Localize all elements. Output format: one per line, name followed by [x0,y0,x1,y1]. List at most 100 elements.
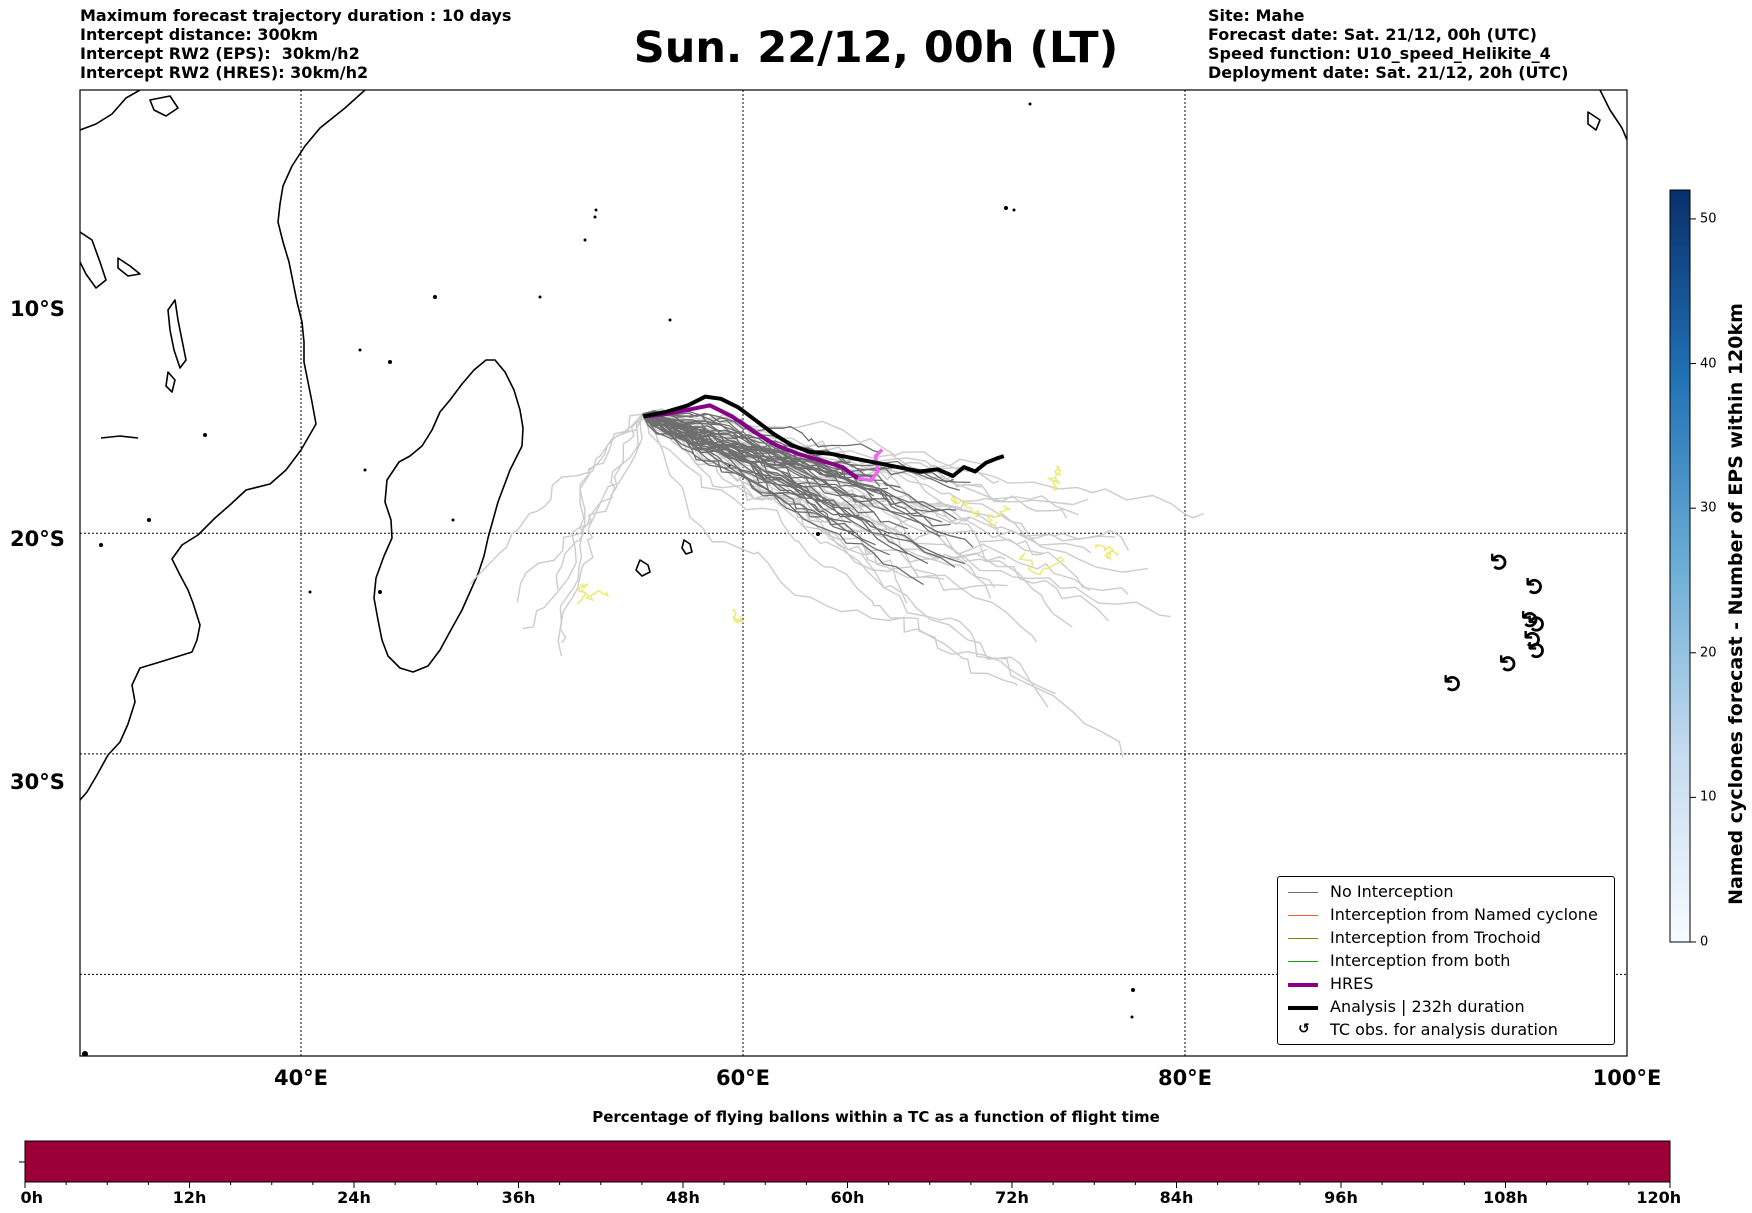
lat-label-20s: 20°S [10,527,65,551]
small-islands [82,102,1135,1056]
gridlines [80,90,1627,1056]
header-line: Intercept RW2 (HRES): 30km/h2 [80,63,369,82]
legend-item-both: Interception from both [1278,950,1614,973]
africa-coast [80,90,366,801]
legend-label: No Interception [1330,882,1454,901]
header-line: Forecast date: Sat. 21/12, 00h (UTC) [1208,25,1537,44]
lon-label-80e: 80°E [1157,1066,1213,1090]
coastline [80,90,1627,801]
cyclone-icon: ↺ [1517,609,1545,629]
cyclone-icon: ↺ [1519,629,1547,649]
legend-swatch [1288,915,1318,916]
pct-tick-label: 108h [1483,1188,1528,1207]
ensemble-track-light [641,413,996,589]
ensemble-track-yellow [1046,465,1062,491]
pct-tick-label: 60h [830,1188,865,1207]
ensemble-track-dark [641,413,856,534]
cyclone-icon: ↺ [1523,640,1551,660]
legend-item-analysis: Analysis | 232h duration [1278,996,1614,1019]
header-line: Intercept RW2 (EPS): 30km/h2 [80,44,360,63]
madagascar-coast [373,359,524,673]
lat-label-30s: 30°S [10,770,65,794]
pct-bar [24,1140,1671,1183]
lon-label-100e: 100°E [1592,1066,1662,1090]
ensemble-track-dark [642,413,957,513]
cyclone-icon: ↺ [1486,552,1514,572]
ensemble-track-yellow [950,495,980,518]
colorbar-tick-label: 50 [1700,211,1717,227]
ensemble-track-light [559,414,644,644]
ensemble-track-light [642,413,1130,551]
lon-label-60e: 60°E [715,1066,771,1090]
ensemble-track-light [642,411,1205,519]
ensemble-track-dark [642,410,929,565]
ensemble-track-dark [642,413,836,491]
header-left: Maximum forecast trajectory duration : 1… [80,6,511,82]
legend-swatch [1288,983,1318,987]
map-border [79,89,1628,1057]
colorbar-tick-label: 40 [1700,356,1717,372]
colorbar-tick-label: 0 [1700,934,1709,950]
header-line: Speed function: U10_speed_Helikite_4 [1208,44,1551,63]
ensemble-track-yellow [576,583,610,605]
arabia-coast [80,231,107,289]
ensemble-track-light [470,413,644,585]
header-line: Deployment date: Sat. 21/12, 20h (UTC) [1208,63,1569,82]
legend-label: TC obs. for analysis duration [1330,1020,1558,1039]
pct-bar-title: Percentage of flying ballons within a TC… [592,1108,1160,1126]
ensemble-track-light [557,413,643,657]
pct-tick-label: 120h [1636,1188,1682,1207]
pct-tick-label: 48h [666,1188,700,1207]
pct-tick-label: 36h [501,1188,536,1207]
colorbar-ticks [1690,218,1696,943]
pct-bar-ticks [24,1182,1671,1188]
pct-tick-label: 24h [337,1188,371,1207]
legend-label: Interception from Trochoid [1330,928,1541,947]
colorbar-bar [1669,189,1691,943]
pct-tick-label: 12h [172,1188,207,1207]
ensemble-track-dark [641,413,924,586]
ensemble-track-light [516,413,643,603]
ensemble-track-dark [642,413,908,554]
header-line: Intercept distance: 300km [80,25,319,44]
header-line: Maximum forecast trajectory duration : 1… [80,6,512,25]
colorbar-tick-label: 20 [1700,645,1717,661]
ensemble-track-light [642,411,1129,595]
legend-swatch [1288,938,1318,939]
ensemble-track-yellow [1018,552,1065,576]
ensemble-track-dark [642,413,941,538]
colorbar-title: Named cyclones forecast - Number of EPS … [1725,303,1747,905]
legend-item-named-cyclone: Interception from Named cyclone [1278,904,1614,927]
ensemble-track-light [641,413,1018,686]
ensemble-track-dark [642,413,810,497]
legend-label: HRES [1330,974,1374,993]
legend-swatch [1288,961,1318,962]
hres-track [643,403,860,480]
legend-item-trochoid: Interception from Trochoid [1278,927,1614,950]
legend: No Interception Interception from Named … [1277,876,1615,1045]
legend-item-hres: HRES [1278,973,1614,996]
hres-track-tail [857,448,884,483]
legend-label: Interception from both [1330,951,1511,970]
ensemble-track-light [641,413,1056,695]
ensemble-track-dark [642,413,875,514]
pct-tick-label: 72h [995,1188,1029,1207]
ensemble-track-dark [642,413,943,523]
cyclone-icon: ↺ [1523,614,1551,634]
header-right: Site: Mahe Forecast date: Sat. 21/12, 00… [1208,6,1568,82]
legend-label: Analysis | 232h duration [1330,997,1525,1016]
ensemble-track-yellow [731,609,745,624]
lon-label-40e: 40°E [273,1066,329,1090]
header-line: Site: Mahe [1208,6,1305,25]
cyclone-icon: ↺ [1521,576,1549,596]
ensemble-track-yellow [986,505,1011,527]
pct-tick-label: 84h [1159,1188,1194,1207]
ensemble-track-dark [642,413,957,520]
cyclone-icon: ↺ [1495,653,1523,673]
ensemble-track-dark [641,413,871,522]
analysis-track [643,394,1005,478]
legend-item-tc-obs: ↺ TC obs. for analysis duration [1278,1019,1614,1042]
legend-swatch [1288,1006,1318,1010]
colorbar-tick-label: 10 [1700,789,1717,805]
